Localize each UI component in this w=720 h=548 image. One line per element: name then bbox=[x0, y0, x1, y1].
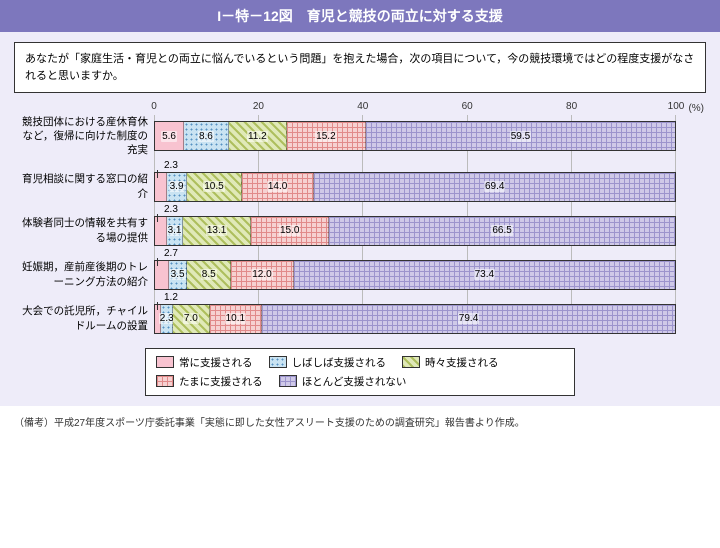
segment-value: 14.0 bbox=[267, 181, 288, 192]
segment-value: 73.4 bbox=[474, 269, 495, 280]
segment-value: 12.0 bbox=[251, 269, 272, 280]
question-text: あなたが「家庭生活・育児との両立に悩んでいるという問題」を抱えた場合，次の項目に… bbox=[14, 42, 706, 93]
bar-segment: 3.9 bbox=[167, 173, 187, 201]
legend-swatch bbox=[269, 356, 287, 368]
bar-label: 妊娠期，産前産後期のトレーニング方法の紹介 bbox=[14, 260, 154, 288]
bar-segment: 2.3 bbox=[161, 305, 173, 333]
bar-segment: 8.5 bbox=[187, 261, 231, 289]
bar-segment: 3.1 bbox=[167, 217, 183, 245]
bar-segment: 15.0 bbox=[251, 217, 329, 245]
segment-value: 15.0 bbox=[279, 225, 300, 236]
segment-value: 10.1 bbox=[225, 313, 246, 324]
bar-segment: 73.4 bbox=[294, 261, 675, 289]
segment-value: 13.1 bbox=[206, 225, 227, 236]
bar-track: 3.1 13.1 15.0 66.5 bbox=[154, 216, 676, 246]
segment-value: 3.1 bbox=[167, 225, 183, 236]
legend-swatch bbox=[156, 356, 174, 368]
segment-value: 11.2 bbox=[247, 131, 268, 142]
bars-area: 競技団体における産休育休など，復帰に向けた制度の充実 5.6 8.6 11.2 15.2… bbox=[14, 115, 706, 334]
segment-value: 8.5 bbox=[201, 269, 217, 280]
bar-segment: 14.0 bbox=[242, 173, 315, 201]
legend-swatch bbox=[156, 375, 174, 387]
bar-segment: 79.4 bbox=[262, 305, 675, 333]
axis-tick: 20 bbox=[253, 101, 264, 112]
segment-value: 15.2 bbox=[315, 131, 336, 142]
chart-area: 0 20 40 60 80 100(%) 競技団体における産休育休など，復帰に向けた制度の… bbox=[0, 101, 720, 406]
legend-label: たまに支援される bbox=[179, 374, 263, 389]
bar-segment: 66.5 bbox=[329, 217, 675, 245]
bar-segment: 69.4 bbox=[314, 173, 675, 201]
legend-label: 時々支援される bbox=[425, 355, 499, 370]
bar-label: 競技団体における産休育休など，復帰に向けた制度の充実 bbox=[14, 115, 154, 158]
bar-segment: 7.0 bbox=[173, 305, 209, 333]
bar-label: 体験者同士の情報を共有する場の提供 bbox=[14, 216, 154, 244]
bar-segment: 5.6 bbox=[155, 122, 184, 150]
bar-row: 体験者同士の情報を共有する場の提供3.113.115.066.52.3 bbox=[14, 216, 706, 246]
segment-value: 7.0 bbox=[183, 313, 199, 324]
footnote: （備考）平成27年度スポーツ庁委託事業「実態に即した女性アスリート支援のための調… bbox=[0, 406, 720, 441]
legend-swatch bbox=[279, 375, 297, 387]
legend-label: しばしば支援される bbox=[292, 355, 387, 370]
bar-segment: 3.5 bbox=[169, 261, 187, 289]
bar-track: 2.3 7.0 10.1 79.4 bbox=[154, 304, 676, 334]
x-axis: 0 20 40 60 80 100(%) bbox=[154, 101, 706, 115]
segment-value: 66.5 bbox=[491, 225, 512, 236]
segment-value: 10.5 bbox=[203, 181, 224, 192]
bar-segment: 59.5 bbox=[366, 122, 675, 150]
bar-row: 育児相談に関する窓口の紹介3.910.514.069.42.3 bbox=[14, 172, 706, 202]
bar-track: 3.5 8.5 12.0 73.4 bbox=[154, 260, 676, 290]
axis-tick: 0 bbox=[151, 101, 157, 112]
bar-segment: 15.2 bbox=[287, 122, 366, 150]
legend-label: ほとんど支援されない bbox=[302, 374, 407, 389]
callout-value: 2.3 bbox=[164, 204, 178, 215]
callout-value: 2.7 bbox=[164, 248, 178, 259]
axis-tick: 80 bbox=[566, 101, 577, 112]
bar-label: 育児相談に関する窓口の紹介 bbox=[14, 172, 154, 200]
segment-value: 79.4 bbox=[458, 313, 479, 324]
bar-segment: 12.0 bbox=[231, 261, 293, 289]
axis-tick: 60 bbox=[462, 101, 473, 112]
callout-value: 2.3 bbox=[164, 160, 178, 171]
legend-item: ほとんど支援されない bbox=[279, 374, 407, 389]
bar-segment: 13.1 bbox=[183, 217, 251, 245]
segment-value: 8.6 bbox=[198, 131, 214, 142]
bar-row: 妊娠期，産前産後期のトレーニング方法の紹介3.58.512.073.42.7 bbox=[14, 260, 706, 290]
bar-row: 競技団体における産休育休など，復帰に向けた制度の充実 5.6 8.6 11.2 15.2… bbox=[14, 115, 706, 158]
callout-value: 1.2 bbox=[164, 292, 178, 303]
axis-tick: 40 bbox=[357, 101, 368, 112]
segment-value: 3.5 bbox=[170, 269, 186, 280]
legend-swatch bbox=[402, 356, 420, 368]
chart-panel: I－特－12図 育児と競技の両立に対する支援 あなたが「家庭生活・育児との両立に… bbox=[0, 0, 720, 406]
segment-value: 5.6 bbox=[161, 131, 177, 142]
bar-segment: 10.1 bbox=[210, 305, 263, 333]
segment-value: 69.4 bbox=[484, 181, 505, 192]
bar-track: 3.9 10.5 14.0 69.4 bbox=[154, 172, 676, 202]
legend-label: 常に支援される bbox=[179, 355, 253, 370]
segment-value: 3.9 bbox=[169, 181, 185, 192]
legend: 常に支援される しばしば支援される 時々支援されるたまに支援される ほとんど支援されな… bbox=[145, 348, 575, 396]
axis-unit: (%) bbox=[688, 103, 704, 114]
bar-label: 大会での託児所，チャイルドルームの設置 bbox=[14, 304, 154, 332]
chart-title: I－特－12図 育児と競技の両立に対する支援 bbox=[0, 0, 720, 32]
bar-segment: 10.5 bbox=[187, 173, 242, 201]
axis-tick: 100 bbox=[668, 101, 685, 112]
bar-row: 大会での託児所，チャイルドルームの設置2.37.010.179.41.2 bbox=[14, 304, 706, 334]
legend-item: 常に支援される bbox=[156, 355, 253, 370]
legend-item: しばしば支援される bbox=[269, 355, 387, 370]
segment-value: 59.5 bbox=[510, 131, 531, 142]
bar-segment: 8.6 bbox=[184, 122, 229, 150]
legend-item: たまに支援される bbox=[156, 374, 263, 389]
bar-track: 5.6 8.6 11.2 15.2 59.5 bbox=[154, 121, 676, 151]
bar-segment: 11.2 bbox=[229, 122, 287, 150]
legend-item: 時々支援される bbox=[402, 355, 499, 370]
